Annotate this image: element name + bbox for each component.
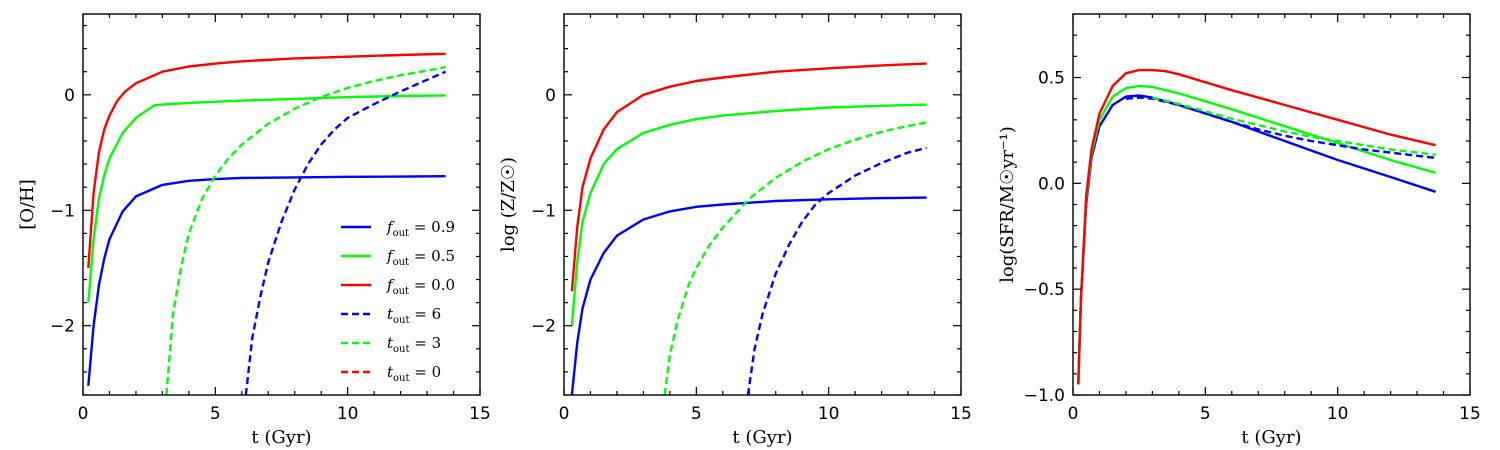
legend-label: tout = 0	[387, 363, 441, 384]
series-line-t-out-6	[1125, 96, 1436, 160]
x-tick-label: 5	[210, 404, 221, 424]
plot-frame	[563, 13, 962, 396]
y-axis-label: log(SFR/M☉yr⁻¹)	[997, 126, 1018, 283]
x-tick-label: 5	[1200, 404, 1211, 424]
x-tick-label: 15	[950, 404, 972, 424]
legend-label: fout = 0.0	[386, 276, 455, 297]
x-tick-label: 15	[469, 404, 491, 424]
x-tick-label: 10	[818, 404, 840, 424]
series-line-f-out-0-9	[1077, 94, 1436, 385]
chart-panel-3: 0 5 10 15 −1.0 −0.5 0.0 0.5 t (Gyr) log(SFR/M☉yr⁻…	[997, 13, 1481, 448]
x-tick-label: 10	[337, 404, 359, 424]
y-axis-label: [O/H]	[17, 179, 38, 230]
x-tick-label: 0	[559, 404, 570, 424]
y-tick-label: 0	[64, 86, 75, 106]
y-tick-label: 0	[545, 86, 556, 106]
legend-label: tout = 6	[387, 305, 441, 326]
series-line-f-out-0-0	[87, 52, 446, 269]
y-tick-label: −2	[531, 317, 556, 337]
series-line-f-out-0-9	[87, 175, 446, 386]
x-axis-label: t (Gyr)	[1241, 427, 1301, 448]
y-tick-label: 0.5	[1038, 69, 1065, 89]
y-tick-label: −1	[531, 201, 556, 221]
x-tick-label: 5	[691, 404, 702, 424]
series-line-f-out-0-0	[1077, 68, 1436, 385]
legend-label: fout = 0.5	[386, 247, 455, 268]
series-line-f-out-0-5	[570, 103, 927, 326]
x-tick-label: 0	[78, 404, 89, 424]
series-line-t-out-6	[244, 70, 447, 395]
x-axis-label: t (Gyr)	[732, 427, 792, 448]
series-line-f-out-0-9	[570, 196, 927, 395]
series-line-f-out-0-0	[570, 62, 927, 292]
y-tick-label: −1	[50, 201, 75, 221]
x-tick-label: 0	[1068, 404, 1079, 424]
y-tick-label: −0.5	[1024, 280, 1065, 300]
series-line-t-out-3	[165, 65, 446, 395]
series-line-f-out-0-5	[87, 94, 446, 303]
y-tick-label: −1.0	[1024, 386, 1065, 406]
y-axis-label: log (Z/Z☉)	[498, 157, 519, 252]
y-tick-label: 0.0	[1038, 174, 1065, 194]
plot-frame	[82, 13, 481, 396]
series-line-t-out-3	[1152, 96, 1436, 156]
legend-label: fout = 0.9	[386, 218, 455, 239]
y-tick-label: −2	[50, 317, 75, 337]
legend-label: tout = 3	[387, 334, 441, 355]
series-line-t-out-6	[746, 146, 927, 395]
x-axis-label: t (Gyr)	[251, 427, 311, 448]
x-tick-label: 10	[1327, 404, 1349, 424]
legend: fout = 0.9 fout = 0.5 fout = 0.0 tout = 6 to…	[341, 218, 455, 384]
chart-panel-2: 0 5 10 15 −2 −1 0 t (Gyr) log (Z/Z☉)	[498, 13, 972, 448]
x-tick-label: 15	[1459, 404, 1481, 424]
series-line-t-out-3	[663, 121, 927, 395]
